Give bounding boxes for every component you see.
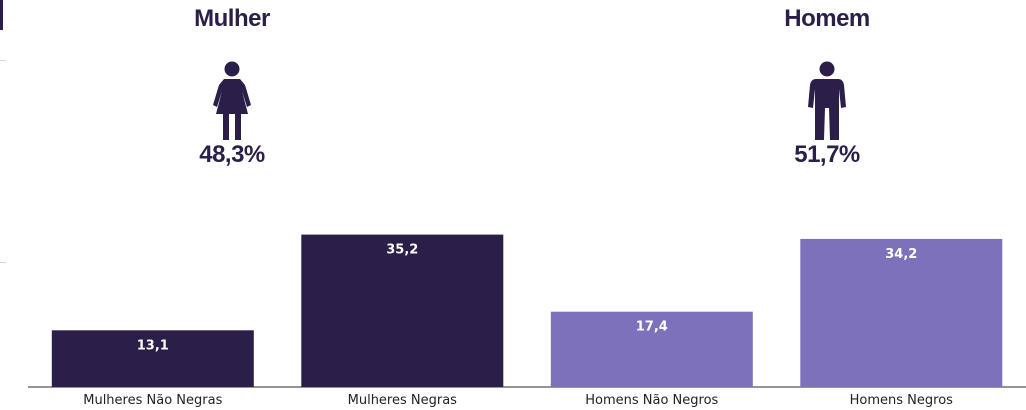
bar [51,330,254,387]
group-title-women: Mulher [194,5,270,32]
group-percent-men: 51,7% [794,141,860,168]
x-tick-label: Homens Negros [850,393,954,408]
woman-icon [213,61,251,140]
x-tick-label: Homens Não Negros [585,393,718,408]
group-women: Mulher 48,3% [122,4,342,169]
group-title-men: Homem [784,5,870,32]
bar-value-label: 35,2 [386,243,418,258]
bar-value-label: 17,4 [636,320,668,335]
group-men: Homem 51,7% [717,4,937,169]
x-tick-label: Mulheres Não Negras [83,393,222,408]
left-edge-accent [0,0,3,30]
x-tick-label: Mulheres Negras [348,393,458,408]
bar-value-label: 34,2 [885,247,917,262]
group-percent-women: 48,3% [199,141,265,168]
left-edge-tick [0,262,6,263]
bar [301,234,504,387]
left-edge-tick [0,60,6,61]
man-icon [808,61,846,140]
bar [800,238,1003,387]
bar [550,311,753,387]
bar-value-label: 13,1 [137,338,169,353]
